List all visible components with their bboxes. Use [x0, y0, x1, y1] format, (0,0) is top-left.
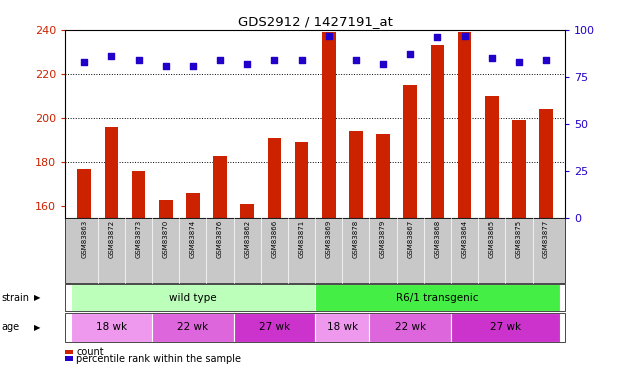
Bar [186, 193, 200, 375]
Text: ▶: ▶ [34, 323, 40, 332]
Text: GSM83862: GSM83862 [244, 219, 250, 258]
Text: GSM83868: GSM83868 [435, 219, 440, 258]
Text: GSM83863: GSM83863 [81, 219, 87, 258]
Text: 18 wk: 18 wk [96, 322, 127, 332]
Text: GSM83872: GSM83872 [109, 219, 114, 258]
Text: 22 wk: 22 wk [178, 322, 209, 332]
Bar [268, 138, 281, 375]
Text: 18 wk: 18 wk [327, 322, 358, 332]
Bar [159, 200, 173, 375]
Point [541, 57, 551, 63]
Point [378, 61, 388, 67]
Text: GSM83875: GSM83875 [516, 219, 522, 258]
Bar [213, 156, 227, 375]
Point [406, 51, 415, 57]
Bar [78, 169, 91, 375]
Bar [485, 96, 499, 375]
Point [188, 63, 198, 69]
Bar [322, 32, 335, 375]
Point [460, 33, 469, 39]
Text: R6/1 transgenic: R6/1 transgenic [396, 293, 479, 303]
Bar [104, 127, 118, 375]
Text: 27 wk: 27 wk [490, 322, 521, 332]
Point [297, 57, 307, 63]
Bar [295, 142, 309, 375]
Point [242, 61, 252, 67]
Text: 27 wk: 27 wk [259, 322, 290, 332]
Bar [404, 85, 417, 375]
Bar [539, 110, 553, 375]
Point [215, 57, 225, 63]
Text: age: age [1, 322, 19, 332]
Bar [376, 134, 390, 375]
Text: strain: strain [1, 293, 29, 303]
Text: ▶: ▶ [34, 293, 40, 302]
Text: GSM83874: GSM83874 [190, 219, 196, 258]
Bar [458, 32, 471, 375]
Bar [430, 45, 444, 375]
Text: GSM83871: GSM83871 [299, 219, 304, 258]
Bar [240, 204, 254, 375]
Point [324, 33, 333, 39]
Text: GSM83879: GSM83879 [380, 219, 386, 258]
Point [432, 34, 442, 40]
Text: GSM83869: GSM83869 [326, 219, 332, 258]
Bar [349, 132, 363, 375]
Bar [132, 171, 145, 375]
Text: percentile rank within the sample: percentile rank within the sample [76, 354, 242, 363]
Text: count: count [76, 347, 104, 357]
Point [270, 57, 279, 63]
Point [351, 57, 361, 63]
Text: GSM83865: GSM83865 [489, 219, 495, 258]
Text: GSM83877: GSM83877 [543, 219, 549, 258]
Text: wild type: wild type [169, 293, 217, 303]
Text: GSM83876: GSM83876 [217, 219, 223, 258]
Text: GSM83866: GSM83866 [271, 219, 278, 258]
Text: GSM83864: GSM83864 [461, 219, 468, 258]
Text: GSM83870: GSM83870 [163, 219, 169, 258]
Point [134, 57, 143, 63]
Point [487, 55, 497, 61]
Text: GSM83878: GSM83878 [353, 219, 359, 258]
Text: GDS2912 / 1427191_at: GDS2912 / 1427191_at [238, 15, 392, 28]
Text: 22 wk: 22 wk [395, 322, 426, 332]
Point [161, 63, 171, 69]
Text: GSM83867: GSM83867 [407, 219, 413, 258]
Point [106, 53, 116, 59]
Text: GSM83873: GSM83873 [135, 219, 142, 258]
Bar [512, 120, 526, 375]
Point [79, 59, 89, 65]
Point [514, 59, 524, 65]
